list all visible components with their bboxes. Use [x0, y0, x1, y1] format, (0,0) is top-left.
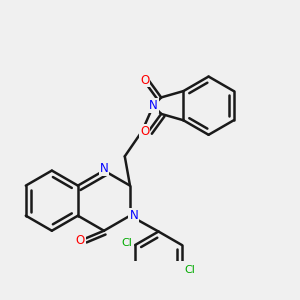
Text: N: N — [149, 99, 158, 112]
Text: O: O — [140, 74, 149, 86]
Text: Cl: Cl — [184, 265, 195, 275]
Text: Cl: Cl — [122, 238, 133, 248]
Text: O: O — [140, 125, 149, 138]
Text: N: N — [129, 209, 138, 222]
Text: O: O — [76, 234, 85, 247]
Text: N: N — [100, 163, 108, 176]
